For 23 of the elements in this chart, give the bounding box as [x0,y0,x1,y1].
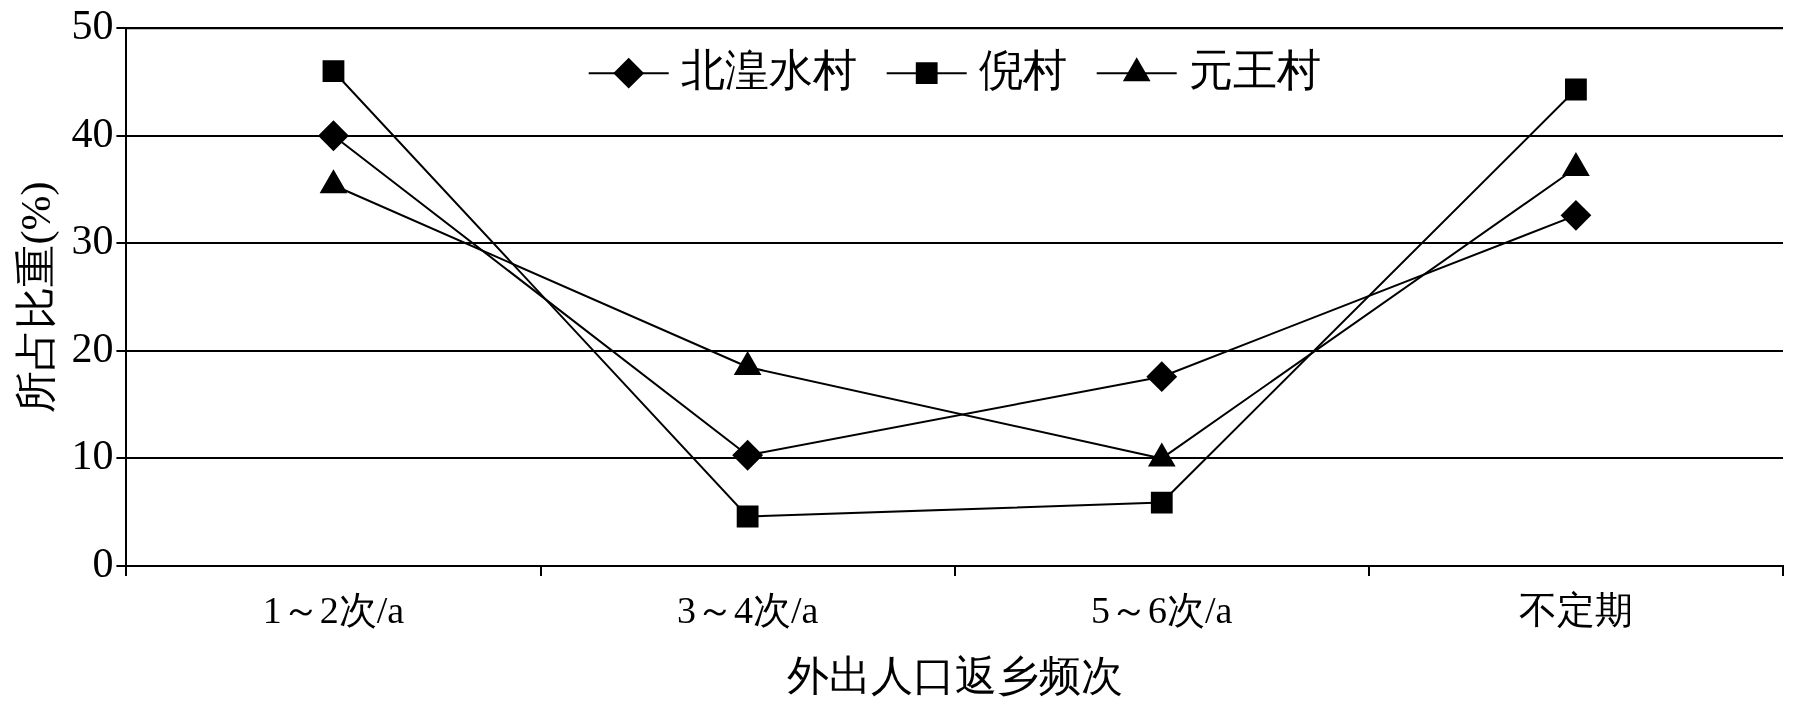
point [1565,78,1587,101]
x-tick-label: 5～6次/a [1091,588,1233,631]
point [736,505,759,528]
point [318,120,349,151]
x-axis-title: 外出人口返乡频次 [786,652,1123,699]
legend-label: 北湟水村 [680,45,857,95]
point [1146,361,1177,392]
y-tick-label: 40 [71,109,114,156]
y-tick-label: 50 [71,2,114,49]
y-tick-label: 10 [71,432,114,479]
x-tick-label: 1～2次/a [262,588,405,631]
y-tick-label: 20 [71,324,114,371]
point [322,60,345,83]
point [1150,491,1173,514]
legend-label: 元王村 [1188,45,1321,95]
point [1560,200,1591,231]
point [732,440,763,471]
legend-label: 倪村 [978,45,1067,95]
x-tick-label: 3～4次/a [676,588,819,631]
y-tick-label: 0 [92,540,114,587]
x-tick-label: 不定期 [1518,588,1633,631]
y-tick-label: 30 [71,217,114,264]
y-axis-title: 所占比重(%) [13,181,61,413]
